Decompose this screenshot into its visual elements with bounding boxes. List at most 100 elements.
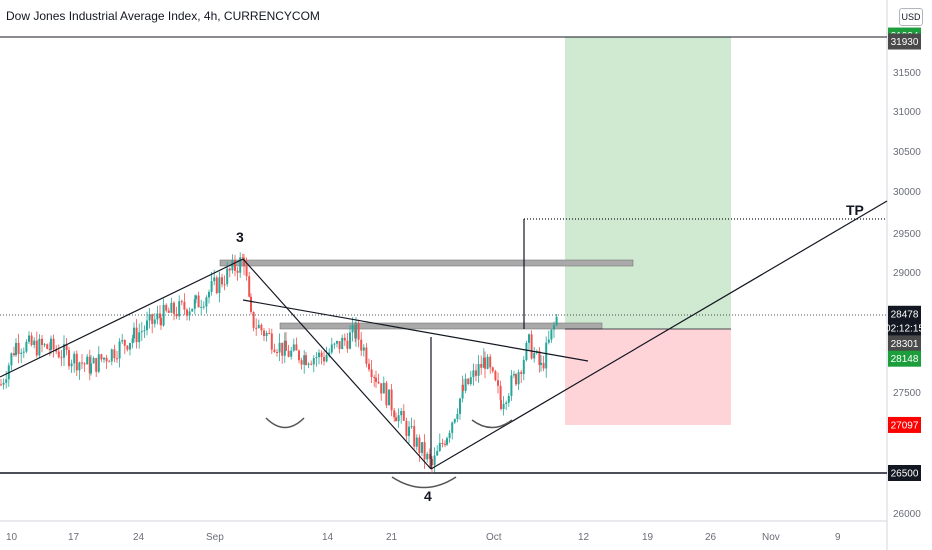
candle-body [153,319,156,324]
candle-body [90,363,92,374]
price-badge: 27097 [888,416,921,433]
candle-body [180,301,183,303]
price-badge-label: 28478 [891,309,919,320]
x-tick-label: 21 [386,532,398,543]
candle-body [349,332,351,349]
left-shoulder-arc [265,417,305,429]
candle-body [221,277,223,285]
candle-body [15,342,17,356]
price-badge-label: 28148 [891,354,919,365]
candle-body [325,355,328,362]
right-shoulder-arc [471,419,513,429]
price-badge-bg [888,465,921,481]
price-badge-bg [888,305,921,322]
candle-body [63,344,65,358]
candle-body [2,382,5,385]
candle-body [522,360,525,374]
x-tick-label: 19 [642,532,654,543]
candle-body [436,450,439,456]
candle-body [444,443,446,445]
neckline-zone[interactable] [279,322,603,330]
candle-body [431,459,433,466]
candle-body [484,357,486,369]
rising-trendline[interactable] [0,258,244,378]
candle-body [129,343,131,350]
candle-body [292,344,295,351]
candle-body [320,352,323,358]
x-tick-label: 12 [578,532,590,543]
candle-body [505,402,508,405]
candle-body [20,352,23,354]
candle-body [467,378,470,385]
currency-button[interactable]: USD [899,8,923,26]
candle-body [78,362,81,371]
candle-body [70,363,73,367]
candle-body [489,356,492,368]
candle-body [260,324,263,331]
y-tick-label: 31000 [893,107,921,118]
candle-body [178,301,181,317]
candle-body [28,335,30,342]
candle-body [0,384,2,386]
candle-body [55,349,58,352]
candle-body [268,332,271,334]
y-tick-label: 27500 [893,388,921,399]
candle-body [448,432,451,439]
price-badge: 28301 [888,335,921,352]
profit-zone[interactable] [565,37,731,329]
candle-body [373,377,376,379]
resistance-zone[interactable] [219,259,634,267]
candle-body [75,353,78,371]
candle-body [143,330,146,332]
y-axis-ticks: 26000 27500 28000 29000 29500 30000 3050… [893,68,921,520]
candle-body [413,426,416,447]
candle-body [517,372,520,385]
candle-body [162,304,165,326]
candle-body [542,362,545,369]
candle-body [165,304,168,311]
candle-body [393,410,396,418]
downtrend-line[interactable] [242,258,432,470]
candle-body [513,374,515,376]
candle-body [241,257,244,259]
candle-body [499,385,502,401]
candle-body [52,338,55,350]
candle-body [290,350,293,357]
candle-body [545,342,548,369]
candle-body [307,363,310,365]
candle-body [60,357,63,359]
candle-body [140,331,143,333]
candle-body [540,362,542,365]
x-tick-label: 24 [133,532,145,543]
candle-body [402,411,405,421]
candle-body [360,339,363,351]
candle-body [410,426,413,428]
candle-body [533,353,536,359]
candle-body [248,276,251,297]
candle-body [110,349,113,362]
candle-body [312,358,315,365]
candle-body [464,378,467,391]
candle-body [368,363,370,370]
candle-body [318,352,320,358]
neckline-trendline[interactable] [242,299,589,362]
candle-body [336,341,338,344]
candle-body [486,356,489,369]
loss-zone[interactable] [565,329,731,425]
candle-body [255,327,258,329]
candle-body [438,442,441,451]
candle-body [35,340,38,356]
candle-body [415,437,418,447]
candle-body [195,295,197,300]
candle-body [86,356,89,365]
support-trendline[interactable] [430,200,888,470]
candle-body [228,268,231,271]
candle-body [68,350,70,367]
candle-body [547,339,550,343]
candle-body [43,344,46,346]
candle-body [123,340,126,346]
y-tick-label: 30500 [893,147,921,158]
candle-body [197,295,200,308]
